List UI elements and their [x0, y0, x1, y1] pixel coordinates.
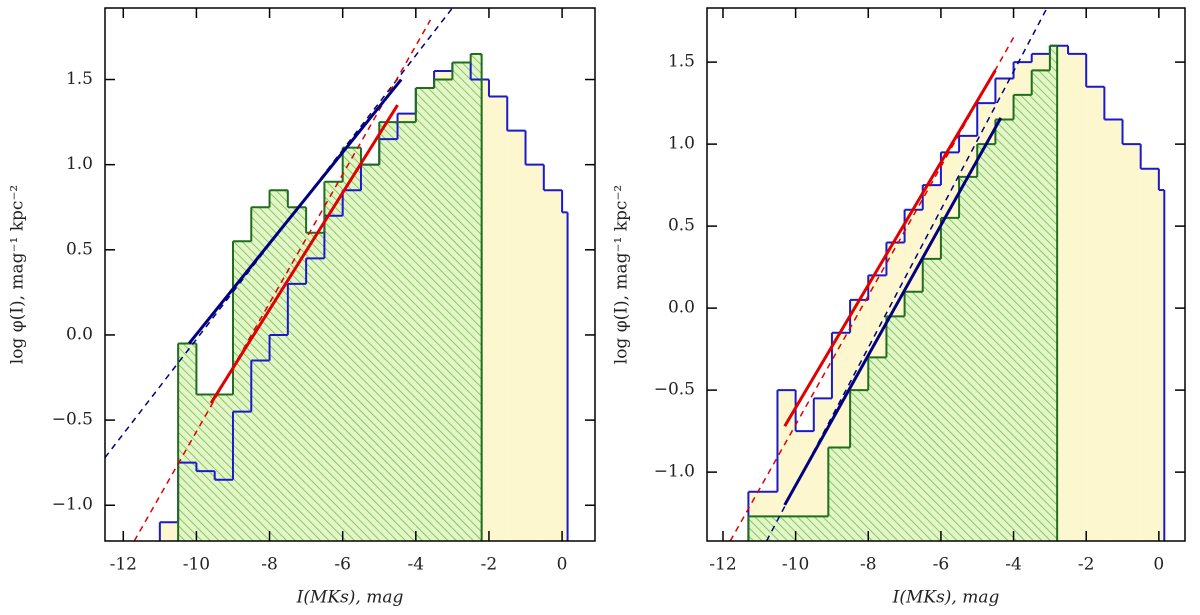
x-tick-label: -8: [261, 555, 278, 575]
x-tick-label: -12: [709, 555, 736, 575]
y-tick-label: 0.5: [668, 216, 695, 236]
fit-line-extension: [729, 37, 1015, 541]
histogram-bin: [1013, 94, 1032, 541]
y-tick-label: −1.0: [654, 462, 695, 482]
x-tick-label: 0: [1153, 555, 1164, 575]
fit-line: [187, 78, 403, 345]
histogram-bin: [1049, 45, 1058, 541]
histogram-bin: [360, 164, 380, 541]
histogram-bin: [1122, 144, 1141, 541]
histogram-bin: [886, 316, 905, 541]
histogram-bin: [1140, 168, 1159, 541]
axes-frame: [706, 7, 1186, 542]
histogram-bin: [777, 390, 796, 541]
histogram-bin: [342, 147, 361, 541]
histogram-bin: [379, 122, 398, 541]
y-tick-label: 1.0: [66, 154, 93, 174]
y-tick-label: 0.0: [66, 324, 93, 344]
y-tick-label: 1.0: [668, 134, 695, 154]
histogram-bin: [904, 291, 923, 541]
histogram-bin: [1104, 119, 1123, 541]
y-tick-label: −0.5: [654, 380, 695, 400]
histogram-bin: [959, 176, 978, 541]
x-tick-label: -8: [860, 555, 877, 575]
histogram-bin: [287, 207, 307, 541]
histogram-bin: [507, 130, 526, 541]
x-tick-label: -6: [933, 555, 950, 575]
histogram-bin: [1031, 70, 1050, 541]
fit-line: [209, 104, 399, 404]
histogram-bin: [306, 232, 325, 541]
y-axis-label: log φ(I), mag⁻¹ kpc⁻²: [8, 185, 28, 364]
histogram-bin: [525, 164, 544, 541]
x-axis-label: I(MKs), mag: [296, 588, 404, 608]
histogram-bin: [415, 88, 435, 541]
x-tick-label: -4: [408, 555, 425, 575]
histogram-bin: [434, 79, 453, 541]
histogram-bin: [828, 447, 851, 541]
x-tick-label: -6: [334, 555, 351, 575]
x-tick-label: -10: [782, 555, 809, 575]
histogram-bin: [269, 190, 288, 541]
histogram-bin: [850, 390, 869, 541]
histogram-bin: [214, 394, 233, 541]
histogram-bin: [1068, 53, 1087, 541]
histogram-bin: [543, 190, 563, 541]
histogram-bin: [922, 258, 941, 541]
fit-line: [783, 69, 997, 427]
x-tick-label: 0: [557, 555, 568, 575]
histogram-bin: [470, 53, 482, 541]
fit-line-extension: [105, 8, 453, 459]
histogram-bin: [1158, 190, 1165, 541]
histogram-bin: [232, 241, 252, 541]
histogram-bin: [748, 516, 829, 541]
x-tick-label: -2: [481, 555, 498, 575]
histogram-bin: [562, 212, 568, 541]
histogram-bin: [251, 207, 270, 541]
histogram-bin: [452, 62, 471, 541]
histogram-bin: [977, 144, 996, 541]
axes-frame: [104, 7, 596, 542]
histogram-bin: [324, 181, 343, 541]
histogram-bin: [196, 394, 215, 541]
y-axis-label: log φ(I), mag⁻¹ kpc⁻²: [612, 185, 632, 364]
histogram-bin: [159, 522, 179, 541]
histogram-bin: [397, 122, 416, 541]
plot-area: [105, 8, 569, 541]
histogram-bin: [940, 217, 960, 541]
histogram-bin: [178, 343, 197, 541]
histogram-bin: [995, 119, 1014, 541]
x-tick-label: -12: [110, 555, 137, 575]
y-tick-label: −0.5: [52, 410, 93, 430]
y-tick-label: 0.5: [66, 239, 93, 259]
histogram-bin: [1086, 86, 1105, 541]
y-tick-label: 0.0: [668, 298, 695, 318]
fit-line: [783, 117, 1003, 506]
histogram-bin: [488, 96, 508, 541]
x-tick-label: -4: [1005, 555, 1022, 575]
y-tick-label: −1.0: [52, 495, 93, 515]
y-tick-label: 1.5: [66, 69, 93, 89]
x-tick-label: -10: [183, 555, 210, 575]
x-tick-label: -2: [1078, 555, 1095, 575]
plot-area: [729, 8, 1166, 541]
y-tick-label: 1.5: [668, 52, 695, 72]
x-axis-label: I(MKs), mag: [892, 588, 1000, 608]
histogram-bin: [868, 357, 887, 541]
